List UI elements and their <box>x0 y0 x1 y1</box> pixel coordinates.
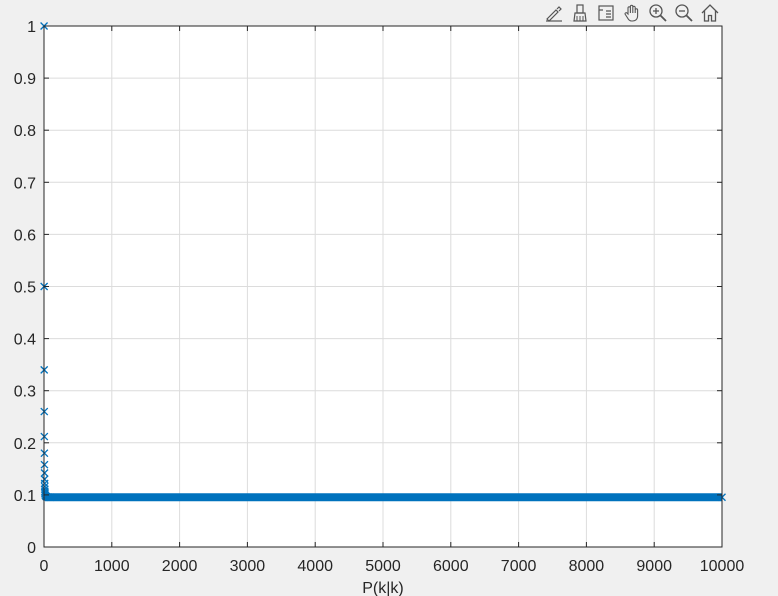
y-tick-label: 0.5 <box>14 280 36 297</box>
y-tick-label: 1 <box>27 19 36 36</box>
y-tick-label: 0.3 <box>14 384 36 401</box>
x-tick-label: 8000 <box>569 558 605 575</box>
data-point-marker <box>40 479 49 488</box>
x-tick-label: 9000 <box>636 558 672 575</box>
y-tick-labels: 0 0.1 0.2 0.3 0.4 0.5 0.6 0.7 0.8 0.9 1 <box>14 19 36 557</box>
x-tick-label: 5000 <box>365 558 401 575</box>
x-axis-label: P(k|k) <box>362 580 403 596</box>
x-tick-label: 0 <box>40 558 49 575</box>
x-tick-label: 4000 <box>297 558 333 575</box>
axes-toolbar <box>542 2 722 24</box>
x-tick-label: 2000 <box>162 558 198 575</box>
x-tick-label: 7000 <box>501 558 537 575</box>
edit-data-tip-icon[interactable] <box>542 2 566 24</box>
y-tick-label: 0.7 <box>14 175 36 192</box>
zoom-in-icon[interactable] <box>646 2 670 24</box>
y-tick-label: 0.1 <box>14 488 36 505</box>
y-tick-label: 0.2 <box>14 436 36 453</box>
pan-hand-icon[interactable] <box>620 2 644 24</box>
y-tick-label: 0.9 <box>14 71 36 88</box>
x-tick-label: 3000 <box>230 558 266 575</box>
legend-icon[interactable] <box>594 2 618 24</box>
x-tick-label: 1000 <box>94 558 130 575</box>
home-icon[interactable] <box>698 2 722 24</box>
x-tick-label: 6000 <box>433 558 469 575</box>
data-point-marker <box>40 469 49 477</box>
x-tick-label: 10000 <box>700 558 745 575</box>
tick-marks <box>43 25 723 548</box>
brush-icon[interactable] <box>568 2 592 24</box>
y-tick-label: 0.4 <box>14 332 36 349</box>
y-tick-label: 0.8 <box>14 123 36 140</box>
y-tick-label: 0 <box>27 540 36 557</box>
y-tick-label: 0.6 <box>14 227 36 244</box>
x-tick-labels: 0 1000 2000 3000 4000 5000 6000 7000 8000 9000 100… <box>40 558 745 575</box>
zoom-out-icon[interactable] <box>672 2 696 24</box>
